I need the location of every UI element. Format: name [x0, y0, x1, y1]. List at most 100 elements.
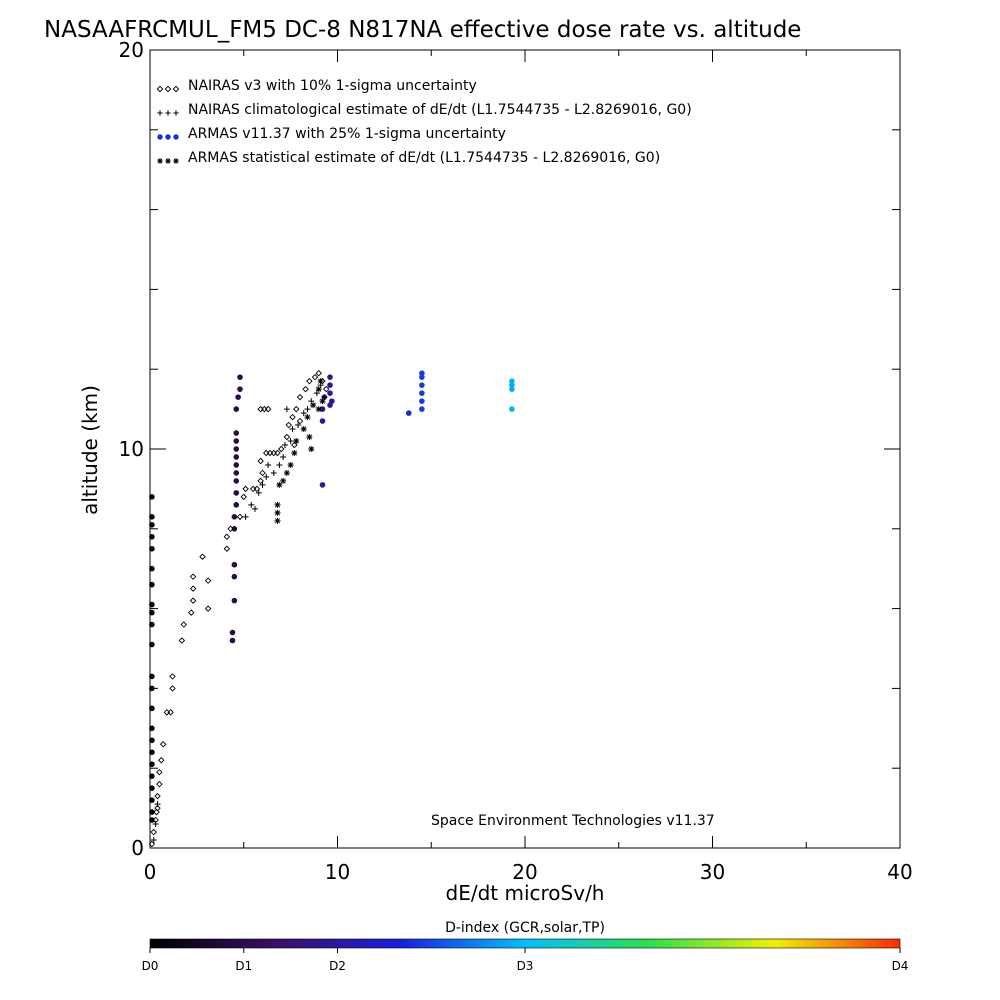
circle-point — [419, 374, 425, 380]
legend-marker — [156, 85, 164, 93]
plus-point — [289, 426, 296, 433]
circle-point — [419, 370, 425, 376]
circle-point — [149, 514, 155, 520]
data-layer — [148, 369, 515, 848]
diamond-point — [311, 373, 319, 381]
diamond-point — [257, 477, 264, 485]
legend-marker — [173, 158, 179, 164]
colorbar-ticks: D0 D1 D2 D3 D4 — [142, 948, 908, 973]
asterisk-point — [315, 386, 322, 393]
circle-point — [319, 406, 326, 412]
x-axis-label: dE/dt microSv/h — [446, 881, 605, 905]
diamond-point — [278, 445, 285, 453]
colorbar-tick-label: D3 — [517, 959, 534, 973]
diamond-point — [189, 573, 197, 580]
diamond-point — [274, 449, 281, 457]
circle-point — [231, 514, 238, 520]
circle-point — [149, 785, 155, 791]
diamond-point — [154, 804, 161, 812]
diamond-point — [169, 673, 176, 680]
circle-point — [233, 438, 240, 444]
plus-point — [242, 513, 249, 520]
circle-point — [149, 809, 155, 815]
circle-point — [231, 597, 238, 604]
diamond-point — [263, 449, 270, 457]
credit-text: Space Environment Technologies v11.37 — [431, 813, 715, 829]
diamond-point — [204, 605, 212, 612]
diamond-point — [159, 741, 167, 748]
circle-point — [149, 817, 155, 823]
diamond-point — [223, 545, 231, 552]
circle-point — [233, 502, 240, 508]
legend-marker — [173, 110, 179, 116]
asterisk-point — [287, 461, 294, 468]
plus-point — [263, 473, 270, 480]
circle-point — [327, 382, 333, 388]
circle-point — [229, 629, 236, 636]
asterisk-point — [304, 414, 311, 421]
circle-point — [149, 685, 155, 692]
x-tick-label: 10 — [325, 860, 350, 884]
y-axis-label: altitude (km) — [78, 385, 102, 515]
diamond-point — [148, 840, 156, 848]
x-tick-label: 0 — [144, 860, 157, 884]
diamond-point — [266, 449, 274, 457]
diamond-point — [227, 525, 234, 533]
circle-point — [149, 761, 155, 768]
asterisk-point — [283, 469, 290, 476]
y-tick-label: 0 — [131, 836, 144, 860]
diamond-point — [270, 449, 277, 457]
circle-point — [319, 418, 326, 424]
plus-point — [270, 469, 277, 476]
circle-point — [149, 797, 155, 803]
asterisk-point — [300, 426, 307, 433]
circle-point — [149, 773, 155, 779]
circle-point — [149, 545, 155, 552]
diamond-point — [293, 405, 300, 413]
legend-marker — [165, 134, 171, 140]
asterisk-point — [274, 509, 281, 516]
series-plus — [150, 382, 328, 844]
legend-marker — [157, 134, 163, 140]
circle-point — [149, 494, 155, 500]
legend: NAIRAS v3 with 10% 1-sigma uncertainty NA… — [156, 78, 692, 166]
legend-label: NAIRAS v3 with 10% 1-sigma uncertainty — [188, 78, 477, 94]
asterisk-point — [274, 501, 281, 508]
circle-point — [231, 573, 238, 580]
series-diamond — [148, 369, 330, 848]
asterisk-point — [280, 477, 287, 484]
diamond-point — [154, 792, 161, 800]
circle-point — [329, 398, 335, 404]
plus-point — [280, 453, 287, 460]
diamond-point — [180, 621, 187, 628]
circle-point — [149, 533, 155, 540]
circle-point — [237, 374, 243, 380]
asterisk-point — [308, 446, 315, 452]
circle-point — [509, 386, 515, 392]
plus-point — [248, 501, 255, 508]
diamond-point — [150, 828, 157, 836]
circle-point — [419, 398, 425, 404]
circle-point — [149, 737, 155, 744]
diamond-point — [156, 780, 163, 788]
asterisk-point — [306, 434, 313, 441]
diamond-point — [285, 421, 292, 429]
legend-marker — [172, 85, 180, 93]
diamond-point — [158, 756, 165, 764]
diamond-point — [323, 385, 330, 393]
plus-point — [252, 505, 258, 512]
diamond-point — [306, 377, 313, 385]
asterisk-point — [319, 398, 326, 405]
plus-point — [282, 442, 288, 449]
circle-point — [229, 637, 236, 644]
plus-point — [154, 801, 161, 808]
diamond-point — [242, 485, 249, 493]
circle-point — [509, 406, 515, 412]
plus-point — [152, 821, 159, 828]
circle-point — [509, 382, 515, 388]
asterisk-point — [293, 438, 300, 445]
plus-point — [304, 406, 311, 413]
diamond-point — [189, 585, 197, 592]
axis-ticks — [149, 49, 901, 849]
tick-labels: 0 10 20 30 40 0 10 20 — [119, 38, 913, 884]
